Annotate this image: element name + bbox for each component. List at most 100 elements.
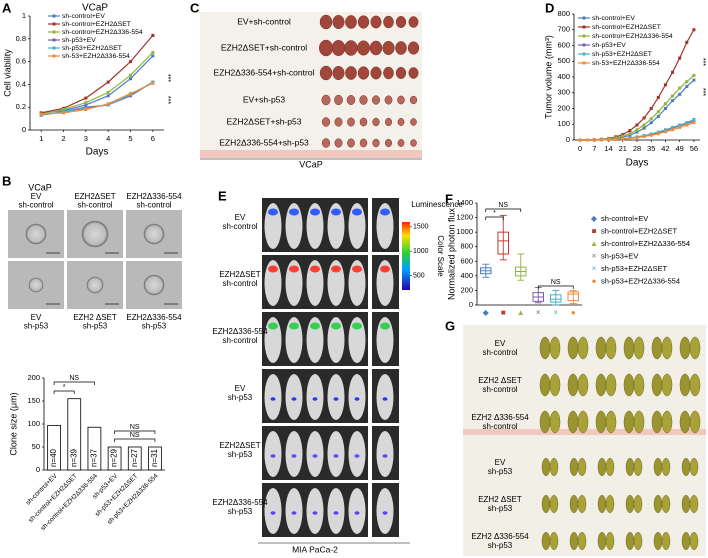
data-point [685,80,689,84]
signal [291,397,297,401]
signal [333,397,339,401]
tumor [318,39,334,57]
data-point [671,128,675,132]
legend-label: sh-control+EZH2ΔSET [62,21,131,28]
legend-label: sh-p53+EV [601,251,638,260]
box [497,231,509,255]
data-point [671,99,675,103]
lung [633,494,643,514]
signal [310,322,320,330]
y-tick-label: 100 [27,419,40,428]
lung [633,410,645,434]
data-point [678,123,682,127]
row-label: EZH2ΔSET [219,270,260,279]
row-label: EZH2Δ336-554+sh-p53 [219,137,309,147]
x-tick-label: 42 [661,144,669,153]
lung [549,373,561,397]
lung [689,457,699,477]
image-label: EZH2Δ336-554 [126,192,182,201]
tumor [383,66,394,80]
bar [67,398,82,471]
legend-marker: × [592,252,597,261]
legend-label: sh-p53+EZH2Δ336-554 [601,276,680,285]
significance: *** [699,88,706,96]
lung [541,494,551,514]
count-label: n=31 [150,448,159,467]
data-point [607,138,611,142]
tumor [395,41,407,55]
box [567,291,579,302]
signal [289,208,299,216]
lung [633,457,643,477]
row-label: sh-p53 [228,507,253,516]
lung [567,410,579,434]
mouse [285,488,303,534]
legend-label: sh-p53+EV [592,42,626,49]
mouse [264,317,282,363]
tumor [357,15,370,29]
y-tick-label: 0 [469,300,473,309]
data-point [663,107,667,110]
signal [310,265,320,273]
lung [679,410,691,434]
signal [352,322,362,330]
row-label: sh-p53 [228,393,253,402]
lung [577,457,587,477]
mouse [285,374,303,420]
data-point [692,28,696,32]
tumor [384,117,393,127]
category-marker: ◆ [483,308,490,317]
colorbar-tick-label: 1500 [413,224,429,231]
panel-label: F [445,191,453,206]
lung [539,410,551,434]
data-point [621,137,625,141]
data-point [642,116,646,120]
category-marker: × [536,308,541,317]
data-point [656,130,660,134]
signal [354,397,360,401]
row-label: sh-control [222,222,257,231]
row-label: EZH2 ΔSET [478,495,522,504]
signal [289,265,299,273]
mouse [327,374,345,420]
legend-marker [52,38,56,42]
lung [633,336,645,360]
tumor [397,95,405,105]
mouse [327,488,345,534]
lung [597,494,607,514]
signal [352,208,362,216]
lung [661,457,671,477]
mouse [306,374,324,420]
lung [651,373,663,397]
significance: NS [69,375,79,382]
legend-marker [52,46,56,50]
y-tick-label: 0.2 [16,102,26,111]
y-axis-label: Tumor volume (mm³) [543,35,553,119]
tumor [372,95,380,105]
lung [597,457,607,477]
x-tick-label: 2 [61,134,65,143]
data-point [84,103,88,107]
lung [595,410,607,434]
category-marker: × [553,308,558,317]
x-axis-label: Days [86,147,109,158]
signal [380,265,390,273]
mouse [306,317,324,363]
lung [653,457,663,477]
row-label: EZH2 Δ336-554 [471,532,529,541]
y-tick-label: 800 [460,242,473,251]
signal [380,208,390,216]
row-label: sh-p53 [228,450,253,459]
data-point [692,78,696,82]
y-tick-label: 400 [557,72,570,81]
mouse [348,260,366,306]
lung [661,531,671,551]
data-point [129,60,132,64]
lung [539,336,551,360]
data-point [678,86,682,90]
count-label: n=39 [69,448,78,467]
x-tick-label: 4 [106,134,110,143]
data-point [649,107,653,110]
lung [653,531,663,551]
data-point [106,102,110,106]
